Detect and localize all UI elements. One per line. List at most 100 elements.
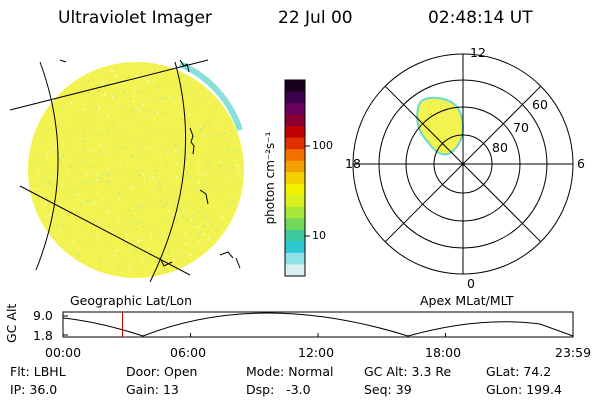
colorbar-band [285,160,305,173]
image-pixel [172,199,175,202]
image-pixel [137,240,140,243]
image-pixel [146,87,149,90]
image-pixel [58,228,61,231]
image-pixel [70,191,73,193]
image-pixel [124,147,127,150]
image-pixel [81,106,84,109]
image-pixel [143,97,146,100]
image-pixel [179,206,182,209]
mlt-label-6: 6 [577,156,585,171]
colorbar [284,79,310,277]
image-pixel [141,206,144,209]
image-pixel [176,162,179,164]
image-pixel [138,239,141,242]
image-pixel [203,171,206,173]
image-pixel [145,229,148,232]
image-pixel [124,169,127,172]
image-pixel [223,139,226,141]
image-pixel [118,88,121,91]
image-pixel [152,85,155,87]
image-pixel [167,84,170,87]
image-pixel [110,121,112,124]
colorbar-unit-label: photon cm⁻²s⁻¹ [263,131,277,225]
status-gc-alt: GC Alt: 3.3 Re [364,364,452,379]
image-pixel [138,109,141,111]
image-pixel [85,181,88,184]
image-pixel [45,214,47,217]
image-pixel [109,172,112,175]
image-pixel [197,210,200,213]
image-pixel [197,198,200,201]
image-pixel [230,129,232,132]
colorbar-band [285,103,305,116]
image-pixel [137,71,140,73]
image-pixel [178,209,181,212]
image-pixel [137,206,140,209]
image-pixel [189,164,192,167]
image-pixel [83,222,86,225]
observation-time: 02:48:14 UT [428,8,533,28]
image-pixel [76,193,79,196]
image-pixel [68,171,71,174]
image-pixel [220,165,223,167]
image-pixel [139,148,142,151]
image-pixel [193,214,196,217]
image-pixel [106,115,109,118]
image-pixel [84,137,87,140]
image-pixel [128,222,131,225]
image-pixel [91,80,94,83]
image-pixel [113,254,116,257]
image-pixel [124,260,127,263]
image-pixel [112,81,115,84]
image-pixel [82,140,85,143]
image-pixel [228,201,231,204]
image-pixel [86,244,89,247]
image-pixel [36,190,39,192]
image-pixel [59,214,62,217]
image-pixel [83,160,86,163]
image-pixel [128,267,131,270]
image-pixel [213,134,216,137]
image-pixel [188,176,191,179]
image-pixel [138,212,140,215]
image-pixel [196,226,199,228]
image-pixel [226,174,229,177]
image-pixel [102,173,105,176]
colorbar-band [285,114,305,127]
geographic-label: Geographic Lat/Lon [70,293,192,308]
mlt-label-18: 18 [345,156,361,171]
image-pixel [61,183,64,186]
image-pixel [142,205,145,208]
image-pixel [94,108,97,111]
image-pixel [215,229,218,232]
image-pixel [49,217,51,220]
image-pixel [167,251,170,254]
image-pixel [68,143,71,146]
image-pixel [155,174,157,177]
image-pixel [139,122,142,125]
image-pixel [192,153,195,156]
image-pixel [53,146,56,149]
image-pixel [142,173,145,176]
image-pixel [224,132,226,134]
image-pixel [208,151,211,154]
image-pixel [164,97,167,100]
image-pixel [208,221,211,224]
image-pixel [202,233,204,236]
image-pixel [80,203,83,206]
image-pixel [135,174,138,177]
image-pixel [144,109,147,111]
image-pixel [74,218,77,221]
image-pixel [67,232,70,234]
image-pixel [87,182,90,185]
image-pixel [136,221,139,223]
image-pixel [154,169,157,172]
image-pixel [157,84,160,87]
image-pixel [170,135,172,138]
image-pixel [123,91,125,94]
image-pixel [179,238,182,240]
image-pixel [178,137,181,140]
image-pixel [89,199,91,202]
image-pixel [66,197,69,200]
image-pixel [147,80,150,83]
